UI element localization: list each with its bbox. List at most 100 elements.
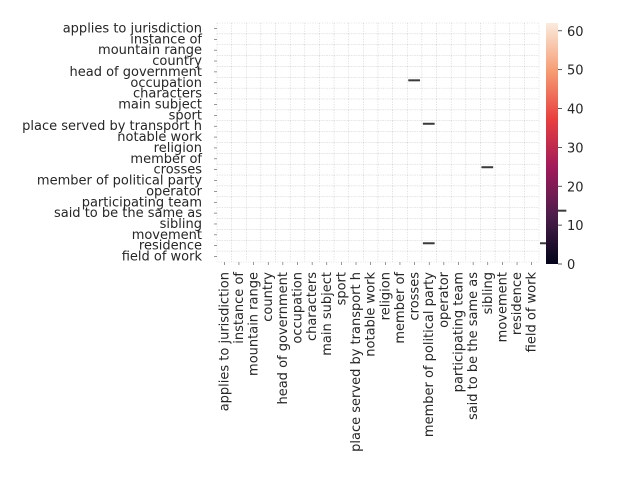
heatmap-cell: place served by transport h / place serv… [348, 120, 364, 132]
row-tick-label: religion [154, 141, 202, 156]
heatmap-cell: said to be the same as / crosses: 0 [407, 207, 423, 219]
heatmap-cell: religion / operator: 0 [436, 142, 452, 154]
heatmap-cell: said to be the same as / field of work: … [524, 207, 540, 219]
heatmap-cell: mountain range / participating team: 0 [450, 44, 467, 56]
heatmap-cell: movement / instance of: 0 [231, 229, 247, 241]
heatmap-cell: movement / head of government: 0 [275, 229, 291, 241]
heatmap-cell: main subject / said to be the same as: 0 [465, 98, 481, 111]
heatmap-cell: operator / place served by transport h: … [348, 185, 364, 198]
heatmap-cell: notable work / member of political party… [421, 131, 437, 143]
heatmap-cell: instance of / residence: 0 [509, 33, 525, 45]
heatmap-cell: religion / main subject: 0 [319, 142, 335, 154]
heatmap-cell: religion / characters: 0 [304, 142, 320, 154]
heatmap-cell: applies to jurisdiction / characters: 0 [304, 22, 320, 35]
heatmap-cell: characters / member of political party: … [421, 87, 437, 100]
heatmap-cell: residence / mountain range: 0 [246, 240, 262, 252]
heatmap-cell: head of government / sport: 0 [333, 66, 349, 78]
heatmap-cell: occupation / place served by transport h… [348, 77, 364, 89]
heatmap-cell: head of government / characters: 0 [304, 66, 320, 78]
heatmap-cell: occupation / mountain range: 0 [246, 77, 262, 89]
heatmap-cell: sibling / occupation: 0 [289, 218, 306, 230]
heatmap-cell: member of / country: 0 [260, 153, 276, 165]
heatmap-cell: occupation / said to be the same as: 0 [465, 77, 481, 89]
heatmap-cell: notable work / applies to jurisdiction: … [216, 131, 232, 143]
heatmap-cell: operator / applies to jurisdiction: 0 [216, 185, 232, 198]
column-tick-label: member of political party [422, 272, 437, 437]
heatmap-cell: sport / movement: 0 [494, 109, 510, 122]
heatmap-cell: notable work / country: 0 [260, 131, 276, 143]
heatmap-cell: participating team / participating team:… [450, 196, 467, 208]
heatmap-cell: crosses / mountain range: 0 [246, 163, 262, 176]
heatmap-cell: place served by transport h / main subje… [319, 120, 335, 132]
heatmap-cell: movement / main subject: 0 [319, 229, 335, 241]
heatmap-cell: movement / applies to jurisdiction: 0 [216, 229, 232, 241]
heatmap-cell: movement / field of work: 0 [524, 229, 540, 241]
heatmap-cell: participating team / residence: 0 [509, 196, 525, 208]
heatmap-cell: characters / member of: 0 [392, 87, 408, 100]
heatmap-cell: country / religion: 0 [377, 55, 393, 67]
heatmap-cell: notable work / main subject: 0 [319, 131, 335, 143]
heatmap-cell: occupation / applies to jurisdiction: 0 [216, 77, 232, 89]
heatmap-cell: main subject / member of: 0 [392, 98, 408, 111]
heatmap-cell: member of political party / instance of:… [231, 174, 247, 187]
heatmap-cell: country / field of work: 0 [524, 55, 540, 67]
column-tick-label: movement [495, 272, 510, 342]
heatmap-cell: crosses / characters: 0 [304, 163, 320, 176]
heatmap-cell: head of government / said to be the same… [465, 66, 481, 78]
heatmap-cell: member of political party / said to be t… [465, 174, 481, 187]
heatmap-cell: country / member of political party: 0 [421, 55, 437, 67]
heatmap-cell: sibling / movement: 0 [494, 218, 510, 230]
heatmap-cell: main subject / notable work: 0 [363, 98, 379, 111]
row-tick-label: main subject [118, 97, 202, 112]
heatmap-cell: main subject / characters: 0 [304, 98, 320, 111]
heatmap-cell: mountain range / field of work: 0 [524, 44, 540, 56]
heatmap-cell: member of / characters: 0 [304, 153, 320, 165]
heatmap-cell: religion / member of: 0 [392, 142, 408, 154]
heatmap-cell: movement / religion: 0 [377, 229, 393, 241]
heatmap-cell: main subject / sibling: 0 [480, 98, 496, 111]
heatmap-cell: residence / residence: 61 [509, 240, 525, 252]
heatmap-cell: sport / field of work: 0 [524, 109, 540, 122]
colorbar: 0 10 20 30 40 50 60 [546, 23, 584, 273]
heatmap-cell: member of political party / sibling: 0 [480, 174, 496, 187]
heatmap-cell: residence / crosses: 0 [407, 240, 423, 252]
heatmap-cell: participating team / instance of: 0 [231, 196, 247, 208]
heatmap-cell: member of / applies to jurisdiction: 0 [216, 153, 232, 165]
heatmap-cell: said to be the same as / mountain range:… [246, 207, 262, 219]
heatmap-cell: applies to jurisdiction / member of: 0 [392, 22, 408, 35]
heatmap-cell: notable work / sport: 0 [333, 131, 349, 143]
heatmap-cell: head of government / operator: 0 [436, 66, 452, 78]
heatmap-cell: characters / crosses: 0 [407, 87, 423, 100]
heatmap-cell: residence / country: 0 [260, 240, 276, 252]
heatmap-cell: residence / member of: 0 [392, 240, 408, 252]
heatmap-cell: residence / sibling: 0 [480, 240, 496, 252]
heatmap-cell: country / main subject: 0 [319, 55, 335, 67]
heatmap-cell: participating team / said to be the same… [465, 196, 481, 208]
heatmap-cell: mountain range / residence: 0 [509, 44, 525, 56]
heatmap-cell: said to be the same as / sibling: 0 [480, 207, 496, 219]
heatmap-cell: sibling / participating team: 0 [450, 218, 467, 230]
row-tick-label: residence [139, 239, 202, 254]
heatmap-cell: mountain range / religion: 0 [377, 44, 393, 56]
heatmap-cell: mountain range / applies to jurisdiction… [216, 44, 232, 56]
heatmap-cell: sport / notable work: 0 [363, 109, 379, 122]
heatmap-cell: field of work / applies to jurisdiction:… [216, 250, 232, 263]
heatmap-cell: country / country: 61 [260, 55, 276, 67]
heatmap-cell: occupation / sibling: 0 [480, 77, 496, 89]
heatmap-cell: sibling / characters: 0 [304, 218, 320, 230]
heatmap-cell: country / residence: 0 [509, 55, 525, 67]
heatmap-cell: instance of / mountain range: 0 [246, 33, 262, 45]
heatmap-cell: crosses / instance of: 0 [231, 163, 247, 176]
heatmap-cell: place served by transport h / head of go… [275, 120, 291, 132]
heatmap-cell: sibling / field of work: 0 [524, 218, 540, 230]
heatmap-cell: head of government / applies to jurisdic… [216, 66, 232, 78]
heatmap-cell: applies to jurisdiction / sport: 0 [333, 22, 349, 35]
heatmap-cell: field of work / occupation: 0 [289, 250, 306, 263]
heatmap-cell: said to be the same as / occupation: 0 [289, 207, 306, 219]
column-tick-label: occupation [291, 272, 306, 344]
row-tick-label: sibling [160, 217, 202, 232]
heatmap-cell: movement / participating team: 0 [450, 229, 467, 241]
heatmap-cell: head of government / instance of: 0 [231, 66, 247, 78]
heatmap-cell: member of political party / movement: 0 [494, 174, 510, 187]
heatmap-cell: religion / said to be the same as: 0 [465, 142, 481, 154]
